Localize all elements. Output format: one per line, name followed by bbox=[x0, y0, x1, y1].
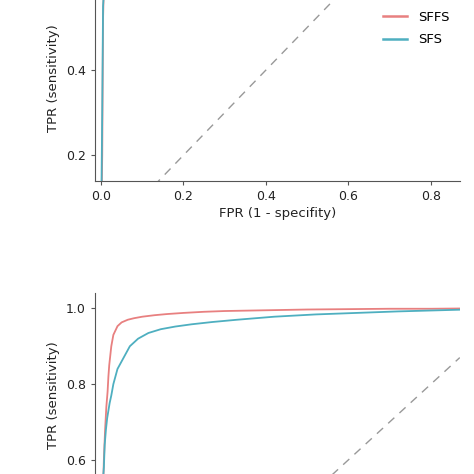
Y-axis label: TPR (sensitivity): TPR (sensitivity) bbox=[47, 25, 60, 132]
Legend: SFFS, SFS: SFFS, SFS bbox=[380, 0, 453, 50]
X-axis label: FPR (1 - specifity): FPR (1 - specifity) bbox=[219, 207, 336, 220]
Y-axis label: TPR (sensitivity): TPR (sensitivity) bbox=[47, 342, 60, 449]
